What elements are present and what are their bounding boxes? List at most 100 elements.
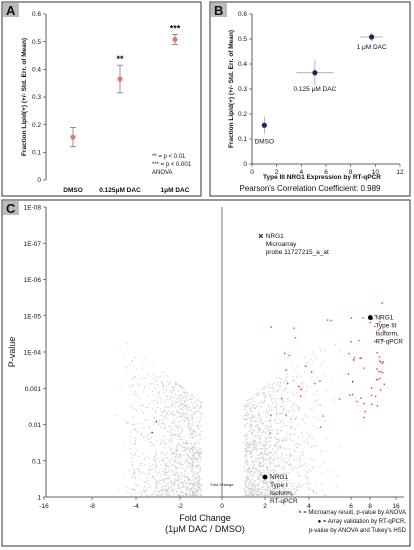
gray-point — [185, 489, 187, 492]
gray-point — [175, 445, 177, 447]
gray-point — [157, 392, 159, 394]
gray-point — [127, 422, 129, 424]
gray-point — [193, 433, 196, 435]
gray-point — [116, 386, 118, 388]
gray-point — [277, 433, 279, 435]
gray-point — [257, 394, 259, 396]
gray-point — [162, 385, 164, 387]
gray-point — [132, 378, 134, 380]
gray-point — [171, 386, 174, 388]
gray-point — [180, 463, 183, 466]
gray-point — [172, 427, 174, 429]
gray-point — [169, 462, 171, 464]
gray-point — [191, 422, 194, 424]
red-point — [381, 371, 384, 374]
gray-point — [250, 398, 252, 400]
gray-point — [183, 437, 185, 439]
gray-point — [263, 401, 265, 403]
gray-point — [287, 480, 289, 482]
gray-point — [266, 412, 268, 414]
gray-point — [140, 491, 142, 494]
gray-point — [156, 466, 158, 468]
y-axis-label: Fraction Lipid(+) (+/- Std. Err. of Mean… — [21, 38, 28, 156]
gray-point — [256, 425, 259, 427]
gray-point — [177, 447, 179, 449]
gray-point — [284, 377, 286, 379]
gray-point — [166, 395, 168, 397]
gray-point — [322, 361, 324, 363]
gray-point — [266, 494, 268, 496]
gray-point — [199, 494, 202, 496]
gray-point — [200, 485, 202, 487]
gray-point — [262, 394, 264, 396]
gray-point — [175, 394, 177, 396]
gray-point — [290, 492, 292, 494]
gray-point — [270, 437, 272, 439]
red-point — [270, 326, 272, 328]
gray-point — [270, 399, 272, 401]
gray-point — [197, 494, 199, 496]
gray-point — [244, 450, 246, 453]
gray-point — [255, 393, 257, 395]
gray-point — [161, 458, 163, 460]
gray-point — [282, 457, 284, 459]
gray-point — [185, 486, 187, 488]
gray-point — [267, 494, 269, 496]
gray-point — [245, 459, 247, 461]
gray-point — [298, 444, 300, 447]
gray-point — [191, 492, 194, 494]
gray-point — [250, 492, 252, 494]
gray-point — [141, 423, 143, 425]
gray-point — [306, 437, 308, 439]
gray-point — [171, 489, 173, 492]
gray-point — [301, 387, 303, 389]
gray-point — [321, 451, 323, 453]
red-point — [376, 405, 379, 407]
gray-point — [134, 408, 136, 410]
gray-point — [267, 454, 269, 456]
gray-point — [166, 389, 168, 391]
gray-point — [275, 487, 277, 489]
gray-point — [291, 392, 293, 394]
gray-point — [167, 406, 170, 409]
y-tick-label: 0.5 — [32, 39, 41, 46]
gray-point — [178, 438, 180, 440]
gray-point — [194, 453, 196, 455]
gray-point — [164, 464, 166, 466]
gray-point — [270, 493, 272, 495]
gray-point — [168, 383, 170, 385]
gray-point — [256, 468, 258, 470]
gray-point — [163, 485, 165, 488]
red-point — [326, 319, 329, 321]
gray-point — [144, 489, 147, 491]
gray-point — [245, 424, 247, 426]
gray-point — [262, 431, 264, 433]
gray-point — [189, 488, 191, 490]
gray-point — [261, 461, 263, 463]
gray-point — [150, 469, 152, 471]
gray-point — [192, 449, 194, 452]
gray-point — [193, 430, 195, 432]
gray-point — [168, 399, 171, 401]
gray-point — [169, 494, 171, 496]
gray-point — [147, 395, 149, 397]
gray-point — [181, 408, 183, 410]
gray-point — [270, 416, 272, 418]
gray-point — [248, 467, 250, 469]
gray-point — [196, 425, 198, 427]
gray-point — [252, 460, 254, 462]
gray-point — [146, 495, 148, 497]
gray-point — [269, 458, 271, 460]
gray-point — [170, 465, 173, 467]
gray-point — [191, 442, 193, 445]
gray-point — [200, 456, 202, 458]
gray-point — [250, 409, 252, 411]
gray-point — [244, 481, 246, 483]
gray-point — [160, 426, 162, 428]
gray-point — [178, 390, 180, 392]
gray-point — [190, 409, 192, 411]
gray-point — [303, 381, 305, 383]
panel-b-letter: B — [214, 3, 223, 18]
panel-a-frame — [1, 1, 202, 197]
gray-point — [158, 461, 160, 463]
